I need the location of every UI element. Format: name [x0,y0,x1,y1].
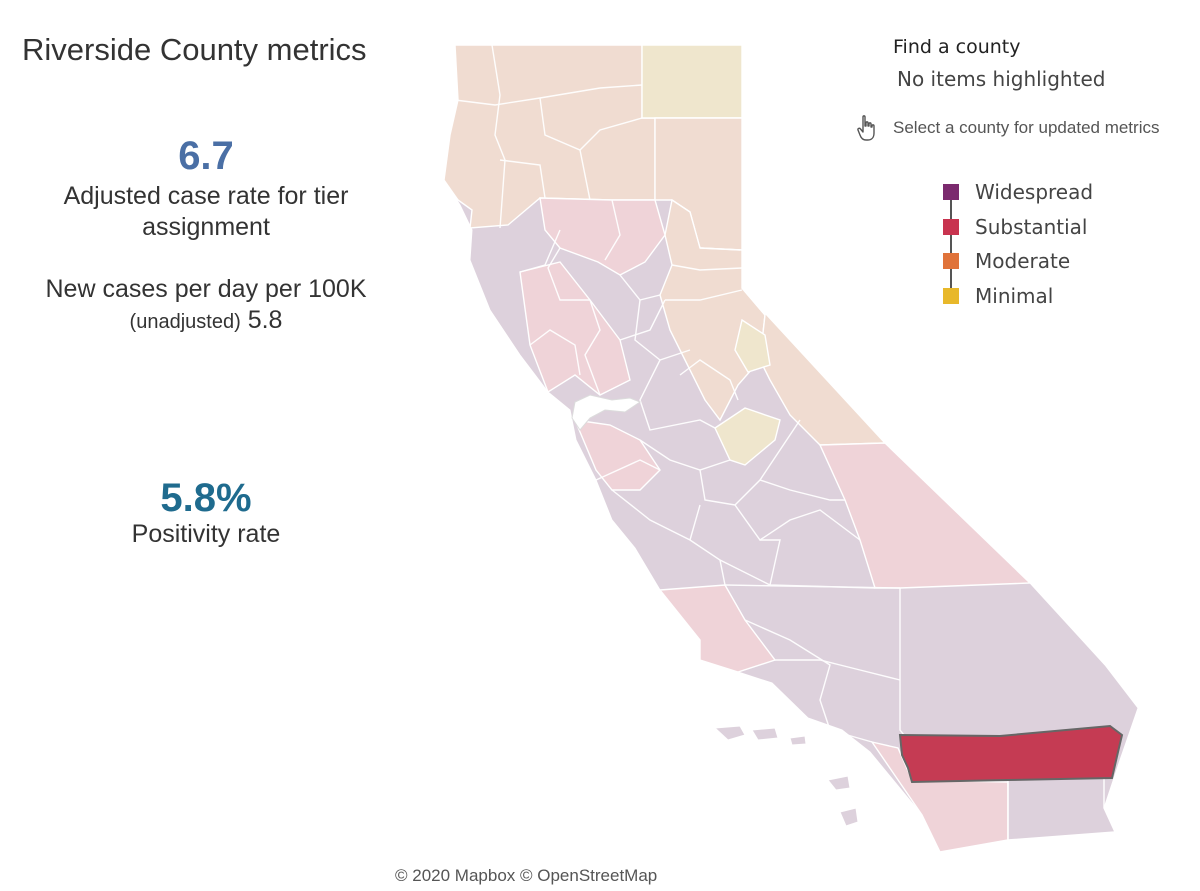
legend-label: Minimal [975,283,1054,308]
legend-label: Moderate [975,249,1071,274]
new-cases-label: New cases per day per 100K [45,275,367,303]
positivity-metric: 5.8% Positivity rate [20,476,392,550]
legend-swatch [943,287,959,304]
legend-label: Substantial [975,214,1088,239]
find-county-title: Find a county [893,36,1021,58]
legend: Widespread Substantial Moderate Minimal [942,175,1093,313]
positivity-label: Positivity rate [131,520,281,548]
legend-swatch [943,218,959,235]
legend-item-minimal[interactable]: Minimal [942,279,1093,314]
legend-swatch [943,253,959,270]
map-attribution: © 2020 Mapbox © OpenStreetMap [395,866,658,885]
page-title: Riverside County metrics [22,32,367,67]
county-ventura-santa-barbara[interactable] [658,584,777,673]
case-rate-value: 6.7 [178,134,234,178]
pointer-hand-icon [857,115,875,141]
case-rate-metric: 6.7 Adjusted case rate for tier assignme… [20,134,392,243]
legend-swatch [943,184,959,201]
case-rate-label: Adjusted case rate for tier assignment [63,182,349,241]
county-borders [454,44,1009,840]
bay-water-shape [571,394,642,431]
county-alpine[interactable] [734,318,771,373]
find-county-dropdown[interactable]: No items highlighted [897,67,1106,91]
unadjusted-value: 5.8 [247,306,283,334]
county-group-bay-north[interactable] [519,261,631,396]
select-county-hint-text: Select a county for updated metrics [893,118,1160,137]
positivity-value: 5.8% [160,476,252,520]
legend-items: Widespread Substantial Moderate Minimal [942,175,1093,313]
legend-item-substantial[interactable]: Substantial [942,210,1093,245]
unadjusted-label: (unadjusted) [129,311,241,333]
unadjusted-line: (unadjusted) 5.8 [20,305,392,338]
county-group-bay-south[interactable] [573,419,661,491]
legend-item-widespread[interactable]: Widespread [942,175,1093,210]
county-tehama-butte[interactable] [539,197,666,276]
channel-islands [713,725,859,827]
legend-label: Widespread [975,180,1094,205]
county-modoc[interactable] [641,44,743,119]
legend-item-moderate[interactable]: Moderate [942,244,1093,279]
county-imperial[interactable] [1007,777,1117,841]
select-county-hint: Select a county for updated metrics [855,112,1159,144]
legend-connector-line [950,187,952,293]
county-riverside[interactable] [898,724,1124,784]
new-cases-metric: New cases per day per 100K (unadjusted) … [20,274,392,338]
